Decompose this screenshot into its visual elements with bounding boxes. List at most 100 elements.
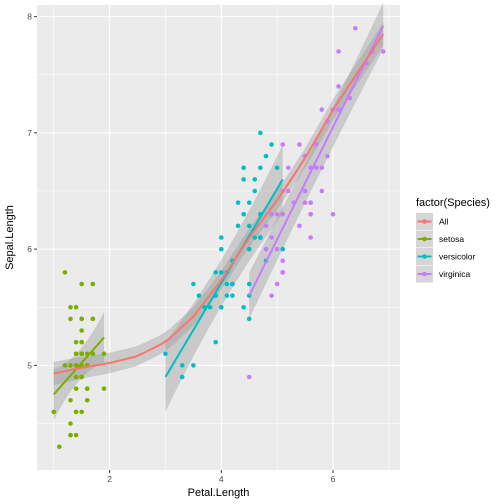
- data-point-setosa: [90, 281, 96, 287]
- data-point-virginica: [353, 25, 358, 31]
- data-point-versicolor: [218, 270, 224, 275]
- data-point-versicolor: [252, 188, 258, 194]
- data-point-setosa: [68, 421, 73, 426]
- data-point-versicolor: [224, 281, 230, 287]
- data-point-virginica: [280, 258, 286, 264]
- data-point-versicolor: [241, 165, 246, 171]
- legend-title: factor(Species): [416, 197, 490, 209]
- data-point-versicolor: [179, 363, 185, 368]
- x-tick-label: 2: [107, 474, 112, 484]
- y-tick-label: 8: [27, 12, 32, 22]
- data-point-setosa: [79, 316, 84, 322]
- data-point-virginica: [246, 374, 252, 380]
- data-point-versicolor: [230, 293, 235, 298]
- data-point-versicolor: [163, 351, 168, 357]
- legend-label: virginica: [439, 269, 470, 279]
- data-point-virginica: [280, 270, 286, 275]
- data-point-virginica: [263, 246, 269, 252]
- data-point-setosa: [73, 304, 79, 310]
- legend-key-point: [422, 254, 427, 259]
- data-point-setosa: [68, 432, 73, 438]
- data-point-virginica: [313, 142, 319, 147]
- legend-keys: All setosa versicolor virginica: [416, 213, 476, 283]
- data-point-virginica: [319, 188, 325, 194]
- data-point-virginica: [280, 142, 286, 147]
- data-point-versicolor: [246, 281, 252, 287]
- data-point-setosa: [57, 444, 62, 450]
- data-point-versicolor: [269, 142, 274, 147]
- legend-key-point: [422, 219, 427, 224]
- data-point-virginica: [269, 211, 274, 217]
- legend-item-versicolor: versicolor: [416, 248, 476, 265]
- data-point-setosa: [73, 339, 79, 345]
- data-point-setosa: [79, 339, 84, 345]
- data-point-setosa: [73, 432, 79, 438]
- data-point-virginica: [297, 142, 302, 147]
- data-point-virginica: [280, 211, 286, 217]
- data-point-virginica: [297, 223, 302, 229]
- data-point-setosa: [68, 316, 73, 322]
- data-point-setosa: [51, 409, 57, 415]
- data-point-setosa: [84, 397, 90, 403]
- data-point-versicolor: [207, 304, 213, 310]
- data-point-versicolor: [258, 165, 263, 171]
- data-point-setosa: [79, 281, 84, 287]
- y-tick-label: 7: [27, 128, 32, 138]
- data-point-versicolor: [246, 316, 252, 322]
- data-point-setosa: [101, 351, 107, 357]
- legend-item-setosa: setosa: [416, 230, 464, 248]
- data-point-virginica: [330, 211, 336, 217]
- legend: factor(Species) All setosa versicolor virgi…: [416, 197, 490, 283]
- y-tick-label: 5: [27, 360, 32, 370]
- data-point-versicolor: [191, 363, 196, 368]
- data-point-versicolor: [218, 235, 224, 240]
- fit-line-versicolor: [164, 178, 284, 378]
- data-point-versicolor: [241, 177, 246, 182]
- data-point-virginica: [336, 107, 341, 112]
- data-point-virginica: [274, 246, 280, 252]
- data-point-virginica: [308, 235, 313, 240]
- legend-label: setosa: [439, 234, 464, 244]
- data-point-virginica: [336, 49, 341, 54]
- data-point-setosa: [73, 409, 79, 415]
- data-point-setosa: [79, 409, 84, 415]
- data-point-versicolor: [241, 211, 246, 217]
- data-point-virginica: [263, 223, 269, 229]
- data-point-virginica: [286, 188, 291, 194]
- data-point-setosa: [73, 374, 79, 380]
- legend-item-virginica: virginica: [416, 265, 470, 283]
- y-axis-title: Sepal.Length: [4, 205, 16, 270]
- data-point-versicolor: [196, 293, 202, 298]
- legend-item-All: All: [416, 213, 449, 230]
- data-point-versicolor: [252, 235, 258, 240]
- fit-lines: [53, 25, 385, 396]
- x-axis-title: Petal.Length: [188, 487, 250, 499]
- data-point-versicolor: [218, 304, 224, 310]
- data-point-versicolor: [258, 130, 263, 136]
- data-point-setosa: [68, 363, 73, 368]
- data-point-virginica: [336, 84, 341, 89]
- data-point-versicolor: [213, 339, 219, 345]
- fit-line-virginica: [248, 25, 385, 297]
- data-point-setosa: [101, 386, 107, 391]
- data-point-setosa: [68, 397, 73, 403]
- data-point-virginica: [274, 281, 280, 287]
- data-point-setosa: [84, 386, 90, 391]
- data-point-versicolor: [224, 293, 230, 298]
- data-point-virginica: [308, 200, 313, 205]
- data-point-versicolor: [246, 200, 252, 205]
- data-point-virginica: [308, 211, 313, 217]
- data-point-setosa: [79, 374, 84, 380]
- x-tick-label: 6: [331, 474, 336, 484]
- data-point-virginica: [319, 165, 325, 171]
- data-point-virginica: [313, 165, 319, 171]
- data-point-versicolor: [280, 246, 286, 252]
- data-point-versicolor: [179, 374, 185, 380]
- data-point-versicolor: [235, 200, 241, 205]
- data-point-versicolor: [235, 223, 241, 229]
- fit-line-setosa: [53, 336, 105, 396]
- data-point-virginica: [269, 293, 274, 298]
- data-point-setosa: [73, 351, 79, 357]
- data-point-virginica: [269, 235, 274, 240]
- data-point-virginica: [302, 188, 308, 194]
